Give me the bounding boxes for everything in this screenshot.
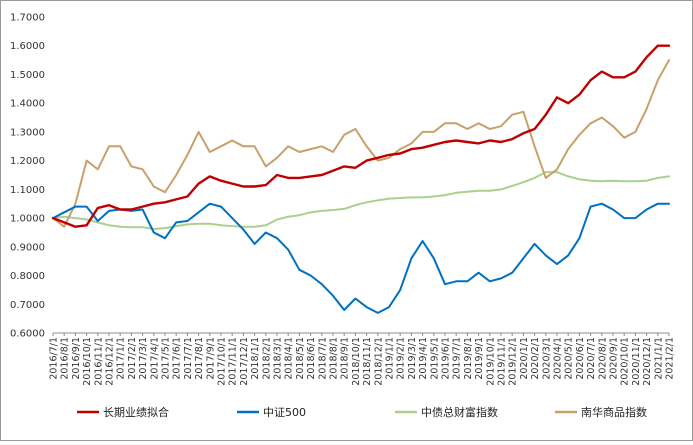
x-tick-label: 2018/4/1 <box>284 337 295 380</box>
x-tick-label: 2018/9/1 <box>340 337 351 380</box>
x-tick-label: 2018/6/1 <box>306 337 317 380</box>
x-tick-label: 2019/6/1 <box>441 337 452 380</box>
x-tick-label: 2020/3/1 <box>541 337 552 380</box>
y-tick-label: 1.4000 <box>10 99 45 110</box>
x-tick-label: 2018/11/1 <box>362 337 373 386</box>
x-tick-label: 2019/12/1 <box>508 337 519 386</box>
x-tick-label: 2017/6/1 <box>172 337 183 380</box>
x-tick-label: 2020/11/1 <box>631 337 642 386</box>
x-tick-label: 2017/11/1 <box>228 337 239 386</box>
x-tick-label: 2018/8/1 <box>329 337 340 380</box>
y-tick-label: 1.5000 <box>10 70 45 81</box>
series-line-3 <box>52 59 670 228</box>
x-tick-label: 2016/11/1 <box>93 337 104 386</box>
x-tick-label: 2019/5/1 <box>429 337 440 380</box>
x-tick-label: 2020/9/1 <box>609 337 620 380</box>
x-tick-label: 2017/2/1 <box>127 337 138 380</box>
x-tick-label: 2019/7/1 <box>452 337 463 380</box>
y-tick-label: 1.1000 <box>10 185 45 196</box>
x-tick-label: 2017/5/1 <box>161 337 172 380</box>
x-tick-label: 2017/3/1 <box>138 337 149 380</box>
x-tick-label: 2021/1/1 <box>653 337 664 380</box>
y-axis: 0.6000 0.7000 0.8000 0.9000 1.0000 1.1000 1.20… <box>10 13 45 340</box>
x-tick-label: 2020/8/1 <box>597 337 608 380</box>
x-tick-label: 2020/12/1 <box>642 337 653 386</box>
y-tick-label: 1.3000 <box>10 127 45 138</box>
y-tick-label: 1.7000 <box>10 13 45 24</box>
x-tick-label: 2020/7/1 <box>586 337 597 380</box>
x-tick-label: 2019/9/1 <box>474 337 485 380</box>
x-tick-label: 2020/10/1 <box>620 337 631 386</box>
x-tick-label: 2020/5/1 <box>564 337 575 380</box>
y-tick-label: 0.8000 <box>10 271 45 282</box>
series-line-0 <box>51 44 671 228</box>
x-tick-label: 2016/7/1 <box>49 337 60 380</box>
series-line-2 <box>52 171 670 230</box>
x-tick-label: 2017/4/1 <box>149 337 160 380</box>
x-tick-label: 2020/2/1 <box>530 337 541 380</box>
x-tick-label: 2018/10/1 <box>351 337 362 386</box>
x-tick-label: 2017/10/1 <box>217 337 228 386</box>
x-tick-label: 2020/4/1 <box>553 337 564 380</box>
x-tick-label: 2019/1/1 <box>385 337 396 380</box>
legend-label-3: 南华商品指数 <box>581 405 647 419</box>
legend-label-0: 长期业绩拟合 <box>103 405 169 419</box>
y-tick-label: 1.6000 <box>10 41 45 52</box>
x-tick-label: 2019/2/1 <box>396 337 407 380</box>
x-tick-label: 2021/2/1 <box>665 337 676 380</box>
x-tick-label: 2019/11/1 <box>497 337 508 386</box>
x-axis: 2016/7/1 2016/8/1 2016/9/1 2016/10/1 2016/11… <box>49 332 676 386</box>
x-tick-label: 2018/2/1 <box>261 337 272 380</box>
x-tick-label: 2017/12/1 <box>239 337 250 386</box>
legend-label-2: 中债总财富指数 <box>421 405 498 419</box>
x-tick-label: 2017/9/1 <box>205 337 216 380</box>
x-tick-label: 2018/7/1 <box>317 337 328 380</box>
x-tick-label: 2016/9/1 <box>71 337 82 380</box>
y-tick-label: 0.6000 <box>10 329 45 340</box>
x-tick-label: 2019/10/1 <box>485 337 496 386</box>
x-tick-label: 2020/1/1 <box>519 337 530 380</box>
x-tick-label: 2019/8/1 <box>463 337 474 380</box>
series-line-1 <box>52 202 670 314</box>
x-tick-label: 2016/10/1 <box>82 337 93 386</box>
y-tick-label: 0.7000 <box>10 300 45 311</box>
x-tick-label: 2017/7/1 <box>183 337 194 380</box>
x-tick-label: 2017/1/1 <box>116 337 127 380</box>
y-tick-label: 0.9000 <box>10 242 45 253</box>
x-tick-label: 2016/8/1 <box>60 337 71 380</box>
x-tick-label: 2017/8/1 <box>194 337 205 380</box>
x-tick-label: 2018/5/1 <box>295 337 306 380</box>
x-tick-label: 2018/12/1 <box>373 337 384 386</box>
x-tick-label: 2019/4/1 <box>418 337 429 380</box>
x-tick-label: 2020/6/1 <box>575 337 586 380</box>
x-tick-label: 2018/3/1 <box>273 337 284 380</box>
x-tick-label: 2018/1/1 <box>250 337 261 380</box>
legend: 长期业绩拟合 中证500 中债总财富指数 南华商品指数 <box>77 405 647 419</box>
y-tick-label: 1.2000 <box>10 156 45 167</box>
plot-area <box>51 44 671 314</box>
y-tick-label: 1.0000 <box>10 214 45 225</box>
x-tick-label: 2016/12/1 <box>105 337 116 386</box>
x-tick-label: 2019/3/1 <box>407 337 418 380</box>
legend-label-1: 中证500 <box>263 406 306 419</box>
